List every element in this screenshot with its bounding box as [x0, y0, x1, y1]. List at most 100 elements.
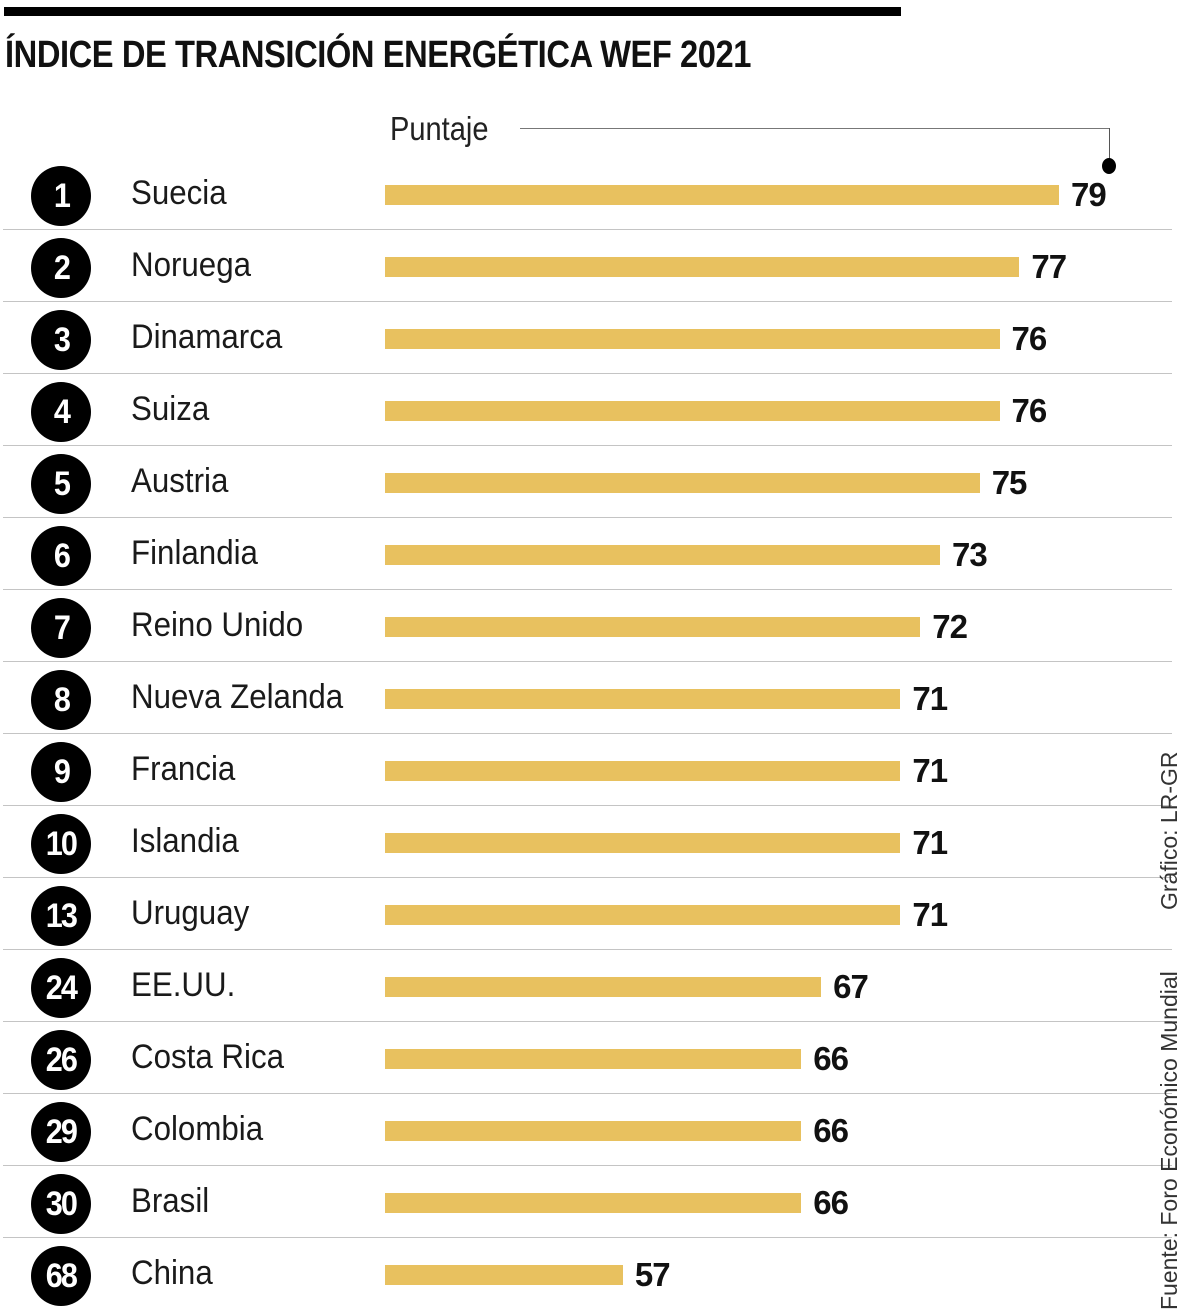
row-divider: [3, 588, 1172, 590]
bar: [385, 185, 1059, 205]
value-label: 66: [813, 1184, 849, 1221]
rank-number: 8: [53, 680, 70, 719]
rank-number: 68: [45, 1256, 78, 1295]
row-divider: [3, 660, 1172, 662]
rank-badge: 5: [31, 454, 91, 514]
value-label: 67: [833, 968, 869, 1005]
rank-badge: 2: [31, 238, 91, 298]
value-label: 76: [1011, 320, 1048, 357]
rank-badge: 10: [31, 814, 91, 874]
row-divider: [3, 1236, 1172, 1238]
bar: [385, 257, 1020, 277]
value-label: 71: [912, 896, 948, 933]
bar: [385, 617, 921, 637]
chart-row: 2 Noruega 77: [0, 230, 1180, 302]
chart-row: 8 Nueva Zelanda 71: [0, 662, 1180, 734]
chart-row: 4 Suiza 76: [0, 374, 1180, 446]
legend-leader-line: [520, 128, 1110, 129]
rank-number: 24: [45, 968, 78, 1007]
rank-number: 30: [45, 1184, 78, 1223]
chart-row: 13 Uruguay 71: [0, 878, 1180, 950]
chart-title: ÍNDICE DE TRANSICIÓN ENERGÉTICA WEF 2021: [5, 34, 752, 76]
bar: [385, 833, 901, 853]
source-label: Fuente: Foro Económico Mundial: [1156, 971, 1182, 1310]
bar: [385, 1265, 623, 1285]
row-divider: [3, 732, 1172, 734]
top-rule: [4, 7, 901, 16]
rank-number: 5: [53, 464, 70, 503]
chart-row: 68 China 57: [0, 1238, 1180, 1310]
country-label: EE.UU.: [131, 966, 236, 1004]
value-label: 73: [952, 536, 988, 573]
value-label: 71: [912, 824, 948, 861]
row-divider: [3, 516, 1172, 518]
value-legend-label: Puntaje: [390, 110, 489, 147]
rank-badge: 3: [31, 310, 91, 370]
row-divider: [3, 804, 1172, 806]
chart-row: 26 Costa Rica 66: [0, 1022, 1180, 1094]
rank-number: 13: [45, 896, 78, 935]
bar-rows: 1 Suecia 79 2 Noruega 77 3 Dinamarca 76 4 Suiza 76 5…: [0, 158, 1180, 1310]
row-divider: [3, 372, 1172, 374]
chart-row: 3 Dinamarca 76: [0, 302, 1180, 374]
row-divider: [3, 228, 1172, 230]
country-label: Suecia: [131, 174, 227, 212]
country-label: Reino Unido: [131, 606, 304, 644]
rank-number: 3: [53, 320, 70, 359]
rank-number: 26: [45, 1040, 78, 1079]
bar: [385, 329, 1000, 349]
value-label: 76: [1011, 392, 1048, 429]
bar: [385, 1121, 802, 1141]
value-label: 66: [813, 1040, 849, 1077]
country-label: Suiza: [131, 390, 210, 428]
chart-row: 7 Reino Unido 72: [0, 590, 1180, 662]
country-label: Islandia: [131, 822, 239, 860]
rank-badge: 9: [31, 742, 91, 802]
chart-row: 5 Austria 75: [0, 446, 1180, 518]
bar: [385, 545, 941, 565]
rank-badge: 29: [31, 1102, 91, 1162]
rank-badge: 30: [31, 1174, 91, 1234]
rank-badge: 24: [31, 958, 91, 1018]
country-label: Nueva Zelanda: [131, 678, 344, 716]
country-label: Finlandia: [131, 534, 258, 572]
bar: [385, 401, 1000, 421]
legend-leader-drop: [1109, 128, 1110, 166]
rank-number: 10: [45, 824, 78, 863]
country-label: Uruguay: [131, 894, 250, 932]
chart-row: 30 Brasil 66: [0, 1166, 1180, 1238]
rank-badge: 4: [31, 382, 91, 442]
value-label: 79: [1071, 176, 1107, 213]
rank-number: 9: [53, 752, 70, 791]
rank-number: 29: [45, 1112, 78, 1151]
bar: [385, 1193, 802, 1213]
row-divider: [3, 948, 1172, 950]
rank-badge: 68: [31, 1246, 91, 1306]
value-label: 66: [813, 1112, 849, 1149]
bar: [385, 761, 901, 781]
chart-row: 24 EE.UU. 67: [0, 950, 1180, 1022]
row-divider: [3, 1020, 1172, 1022]
row-divider: [3, 444, 1172, 446]
value-label: 71: [912, 680, 948, 717]
rank-badge: 7: [31, 598, 91, 658]
credit-label: Gráfico: LR-GR: [1156, 751, 1182, 910]
rank-badge: 26: [31, 1030, 91, 1090]
country-label: Austria: [131, 462, 229, 500]
rank-badge: 8: [31, 670, 91, 730]
country-label: Costa Rica: [131, 1038, 284, 1076]
bar: [385, 977, 822, 997]
country-label: Dinamarca: [131, 318, 283, 356]
country-label: Colombia: [131, 1110, 264, 1148]
value-label: 71: [912, 752, 948, 789]
row-divider: [3, 1164, 1172, 1166]
chart-row: 10 Islandia 71: [0, 806, 1180, 878]
rank-badge: 1: [31, 166, 91, 226]
legend-leader-dot: [1102, 158, 1116, 174]
bar: [385, 473, 980, 493]
chart-row: 29 Colombia 66: [0, 1094, 1180, 1166]
country-label: Brasil: [131, 1182, 210, 1220]
value-label: 77: [1031, 248, 1067, 285]
rank-badge: 13: [31, 886, 91, 946]
country-label: China: [131, 1254, 213, 1292]
